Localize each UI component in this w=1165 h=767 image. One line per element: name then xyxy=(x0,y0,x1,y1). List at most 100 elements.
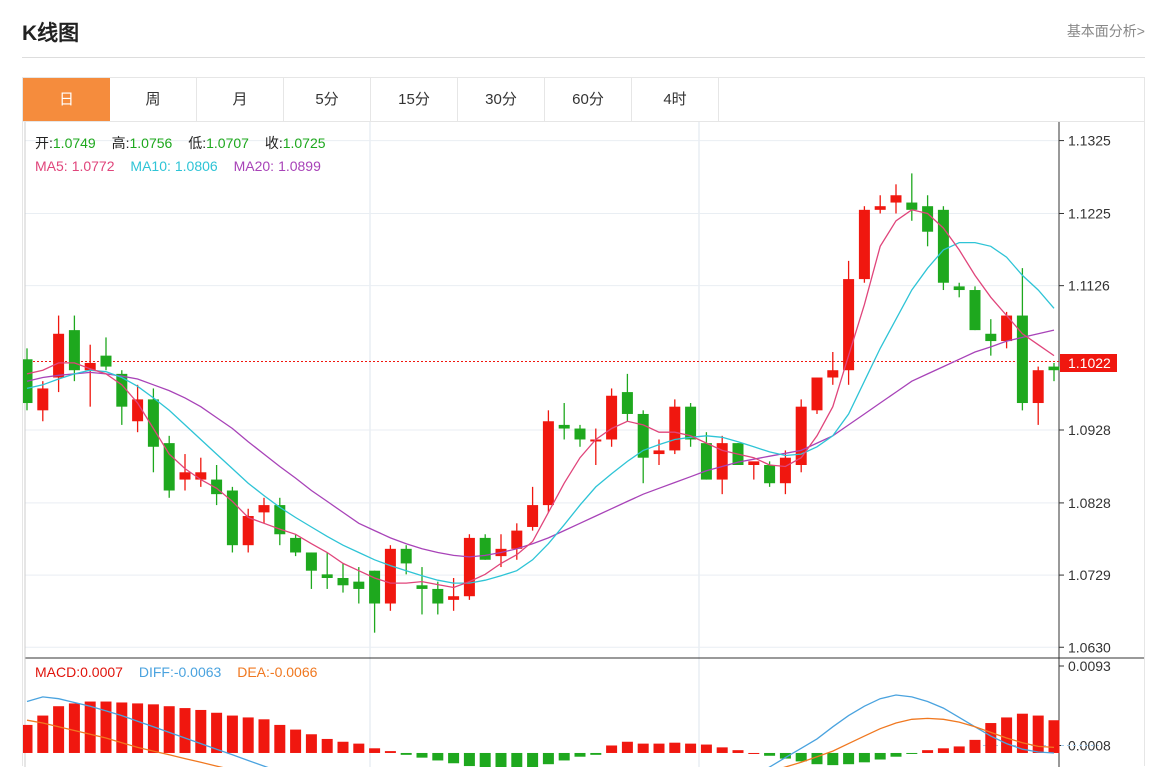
candle-body xyxy=(305,552,317,571)
candle-body xyxy=(242,516,254,546)
dea-value: -0.0066 xyxy=(270,664,318,680)
tab-day[interactable]: 日 xyxy=(23,78,110,121)
candle-body xyxy=(321,574,333,578)
price-tick-label: 1.1126 xyxy=(1068,278,1110,294)
diff-value: -0.0063 xyxy=(174,664,222,680)
macd-bar xyxy=(827,752,839,766)
candle-body xyxy=(37,388,49,411)
macd-bar xyxy=(179,708,191,753)
candle-body xyxy=(400,548,412,564)
macd-bar xyxy=(1016,713,1028,753)
current-price-tag xyxy=(1060,354,1117,372)
page-title: K线图 xyxy=(22,22,80,45)
tab-15min[interactable]: 15分 xyxy=(371,78,458,121)
macd-bar xyxy=(922,750,934,753)
candle-body xyxy=(953,286,965,291)
macd-tick-label: 0.0093 xyxy=(1068,658,1111,674)
macd-value: 0.0007 xyxy=(80,664,123,680)
macd-bar xyxy=(53,706,65,753)
candle-body xyxy=(68,330,80,371)
macd-bar xyxy=(558,752,570,761)
macd-bar xyxy=(290,729,302,753)
candle-body xyxy=(906,202,918,210)
tab-week[interactable]: 周 xyxy=(110,78,197,121)
macd-bar xyxy=(100,701,112,753)
macd-bar xyxy=(84,701,96,753)
diff-line xyxy=(26,696,269,767)
macd-bar xyxy=(574,752,586,757)
macd-bar xyxy=(23,724,33,753)
ma-info: MA5: 1.0772 MA10: 1.0806 MA20: 1.0899 xyxy=(35,158,321,174)
candle-body xyxy=(353,581,365,589)
fundamental-analysis-link[interactable]: 基本面分析> xyxy=(1066,23,1145,39)
tabs-divider xyxy=(23,121,1144,122)
macd-bar xyxy=(700,744,712,753)
tab-30min[interactable]: 30分 xyxy=(458,78,545,121)
macd-bar xyxy=(890,752,902,757)
macd-bar xyxy=(542,752,554,765)
kline-chart[interactable]: 1.1325 1.1225 1.1126 1.0928 1.0828 1.0729 1.06… xyxy=(23,78,1144,767)
open-value: 1.0749 xyxy=(53,135,96,151)
candle-body xyxy=(416,585,428,589)
candle-body xyxy=(969,290,981,331)
macd-bar xyxy=(258,719,270,753)
macd-info: MACD:0.0007 DIFF:-0.0063 DEA:-0.0066 xyxy=(35,664,318,680)
candle-body xyxy=(874,206,886,210)
macd-bar xyxy=(432,752,444,761)
macd-bar xyxy=(37,715,49,753)
macd-bar xyxy=(953,746,965,753)
tab-month[interactable]: 月 xyxy=(197,78,284,121)
macd-bar xyxy=(337,741,349,753)
tab-4hour[interactable]: 4时 xyxy=(632,78,719,121)
candle-body xyxy=(716,443,728,480)
macd-bar xyxy=(147,704,159,753)
candle-body xyxy=(542,421,554,506)
low-value: 1.0707 xyxy=(206,135,249,151)
ma5-value: 1.0772 xyxy=(72,158,115,174)
diff-line xyxy=(768,694,1055,767)
macd-bar xyxy=(305,734,317,753)
candle-body xyxy=(748,461,760,465)
macd-bar xyxy=(906,752,918,754)
macd-bar xyxy=(779,752,791,759)
macd-bar xyxy=(448,752,460,764)
dea-line xyxy=(783,717,1055,767)
candle-body xyxy=(558,424,570,429)
macd-bar xyxy=(479,752,491,767)
period-tabs: 日 周 月 5分 15分 30分 60分 4时 xyxy=(23,78,719,121)
ma-lines xyxy=(26,209,1055,589)
ma20-value: 1.0899 xyxy=(278,158,321,174)
macd-bar xyxy=(321,738,333,753)
macd-bar xyxy=(621,741,633,753)
macd-bar xyxy=(163,706,175,753)
current-price-label: 1.1022 xyxy=(1068,355,1111,371)
candle-body xyxy=(779,457,791,484)
candle-body xyxy=(258,505,270,513)
tab-5min[interactable]: 5分 xyxy=(284,78,371,121)
price-tick-label: 1.0828 xyxy=(1068,495,1111,511)
candle-body xyxy=(574,428,586,440)
ma5-line xyxy=(26,209,1055,589)
candle-body xyxy=(858,209,870,280)
candles xyxy=(23,173,1060,633)
candle-body xyxy=(432,588,444,604)
price-tick-label: 1.0928 xyxy=(1068,422,1111,438)
candle-body xyxy=(147,399,159,447)
price-tick-label: 1.0729 xyxy=(1068,567,1111,583)
high-value: 1.0756 xyxy=(130,135,173,151)
macd-bar xyxy=(811,752,823,765)
candle-body xyxy=(937,209,949,283)
candle-body xyxy=(274,505,286,535)
candle-body xyxy=(369,570,381,604)
candle-body xyxy=(53,333,65,378)
header-divider xyxy=(22,57,1145,58)
candle-body xyxy=(527,505,539,527)
candle-body xyxy=(985,333,997,342)
candle-body xyxy=(84,362,96,371)
candle-body xyxy=(384,548,396,604)
candle-body xyxy=(637,413,649,458)
tab-60min[interactable]: 60分 xyxy=(545,78,632,121)
candle-body xyxy=(827,370,839,378)
candle-body xyxy=(226,490,238,546)
macd-bar xyxy=(937,748,949,753)
